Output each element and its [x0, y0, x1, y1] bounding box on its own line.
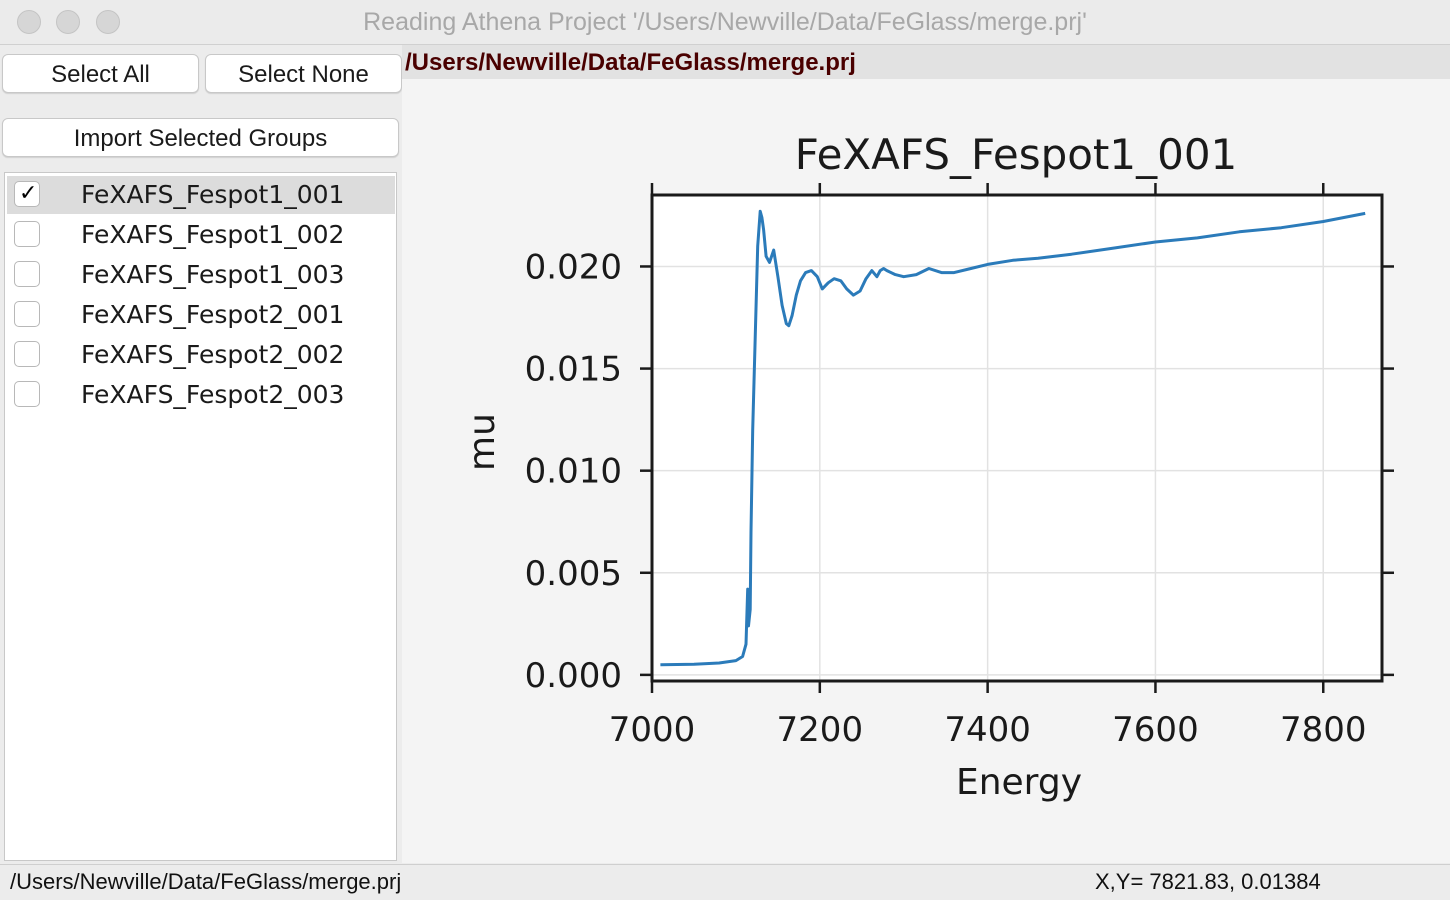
chart-title: FeXAFS_Fespot1_001: [795, 130, 1238, 179]
x-tick-label: 7000: [609, 710, 696, 750]
group-label: FeXAFS_Fespot2_002: [81, 340, 345, 369]
series-line: [660, 209, 1366, 667]
cursor-coordinates: X,Y= 7821.83, 0.01384: [1095, 869, 1321, 894]
project-path-bar: /Users/Newville/Data/FeGlass/merge.prj: [402, 45, 1450, 79]
list-item[interactable]: FeXAFS_Fespot2_002: [7, 336, 395, 374]
group-checkbox[interactable]: [14, 221, 40, 247]
list-item[interactable]: FeXAFS_Fespot1_003: [7, 256, 395, 294]
list-item[interactable]: FeXAFS_Fespot2_001: [7, 296, 395, 334]
plot-frame: [650, 193, 1384, 683]
group-label: FeXAFS_Fespot2_003: [81, 380, 345, 409]
x-tick-label: 7600: [1112, 710, 1199, 750]
zoom-window-button[interactable]: [96, 10, 120, 34]
list-item[interactable]: FeXAFS_Fespot1_002: [7, 216, 395, 254]
status-bar: /Users/Newville/Data/FeGlass/merge.prj X…: [0, 864, 1450, 900]
list-item[interactable]: ✓ FeXAFS_Fespot1_001: [7, 176, 395, 214]
group-label: FeXAFS_Fespot1_003: [81, 260, 345, 289]
group-checkbox[interactable]: ✓: [14, 181, 40, 207]
group-list: ✓ FeXAFS_Fespot1_001 FeXAFS_Fespot1_002 …: [4, 172, 397, 861]
x-tick-label: 7800: [1280, 710, 1367, 750]
plot-background: [652, 195, 1382, 681]
xafs-plot[interactable]: FeXAFS_Fespot1_001 7000 7200 7400 7600 7800 0…: [402, 79, 1450, 863]
select-all-button[interactable]: Select All: [2, 54, 199, 93]
y-tick-label: 0.010: [525, 452, 622, 492]
y-tick-label: 0.020: [525, 247, 622, 287]
y-tick-label: 0.015: [525, 350, 622, 390]
group-checkbox[interactable]: [14, 261, 40, 287]
x-tick-label: 7200: [777, 710, 864, 750]
list-item[interactable]: FeXAFS_Fespot2_003: [7, 376, 395, 414]
grid-lines: [651, 195, 1382, 681]
status-path: /Users/Newville/Data/FeGlass/merge.prj: [10, 869, 402, 894]
import-selected-groups-button[interactable]: Import Selected Groups: [2, 118, 399, 157]
y-axis-label: mu: [462, 413, 503, 471]
group-label: FeXAFS_Fespot2_001: [81, 300, 345, 329]
group-checkbox[interactable]: [14, 301, 40, 327]
checkmark-icon: ✓: [19, 181, 38, 206]
x-tick-label: 7400: [944, 710, 1031, 750]
close-window-button[interactable]: [17, 10, 41, 34]
select-none-button[interactable]: Select None: [205, 54, 402, 93]
x-axis-label: Energy: [956, 762, 1082, 803]
plot-panel[interactable]: FeXAFS_Fespot1_001 7000 7200 7400 7600 7800 0…: [402, 79, 1450, 863]
window-title: Reading Athena Project '/Users/Newville/…: [363, 8, 1087, 36]
group-checkbox[interactable]: [14, 341, 40, 367]
y-tick-label: 0.005: [525, 554, 622, 594]
series-layer: [660, 209, 1366, 667]
group-selector-panel: Select All Select None Import Selected G…: [0, 45, 402, 863]
group-checkbox[interactable]: [14, 381, 40, 407]
axes: 7000 7200 7400 7600 7800 0.000 0.005 0.010 0.015…: [525, 183, 1394, 750]
title-bar: Reading Athena Project '/Users/Newville/…: [0, 0, 1450, 45]
group-label: FeXAFS_Fespot1_002: [81, 220, 345, 249]
group-label: FeXAFS_Fespot1_001: [81, 180, 345, 209]
y-tick-label: 0.000: [525, 656, 622, 696]
minimize-window-button[interactable]: [56, 10, 80, 34]
project-path-label: /Users/Newville/Data/FeGlass/merge.prj: [405, 49, 856, 76]
